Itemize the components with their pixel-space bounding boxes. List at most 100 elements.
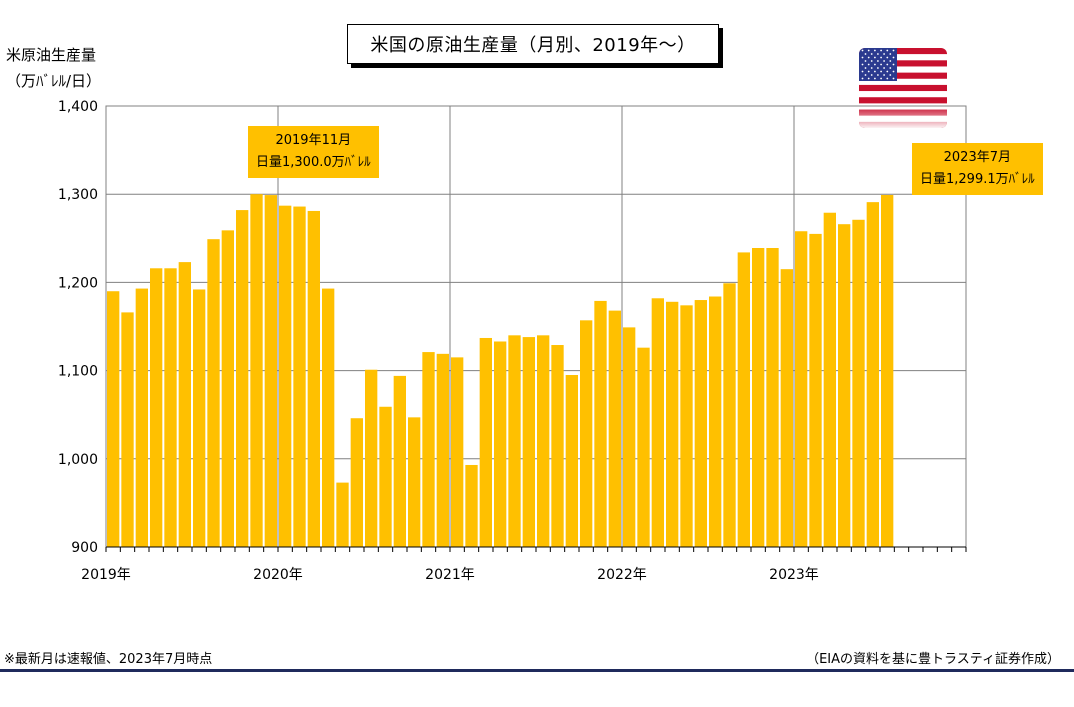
bar xyxy=(365,369,378,547)
bar xyxy=(135,288,148,547)
y-tick-label: 1,000 xyxy=(58,452,98,468)
flag-star xyxy=(874,49,876,52)
bar xyxy=(193,289,206,547)
x-tick-label: 2021年 xyxy=(425,567,475,583)
annotation-latest-2023-line1: 2023年7月 xyxy=(943,150,1011,165)
flag-star xyxy=(861,63,864,66)
flag-star xyxy=(883,67,885,69)
flag-star xyxy=(864,60,867,62)
flag-star xyxy=(880,63,882,66)
bar xyxy=(565,375,578,547)
flag-star xyxy=(889,60,892,62)
bar xyxy=(795,231,808,548)
bar xyxy=(694,300,707,547)
x-tick-label: 2020年 xyxy=(253,567,303,583)
flag-star xyxy=(874,77,876,80)
bar xyxy=(737,252,750,547)
flag-star xyxy=(874,56,876,59)
bar xyxy=(608,310,621,547)
flag-star xyxy=(892,56,895,59)
x-tick-label: 2019年 xyxy=(81,567,131,583)
x-tick-label: 2023年 xyxy=(769,567,819,583)
flag-star xyxy=(867,56,870,59)
bar xyxy=(393,375,406,547)
plot-area xyxy=(105,105,967,548)
flag-star xyxy=(867,77,870,80)
bar xyxy=(221,230,234,548)
annotation-peak-2019: 2019年11月 日量1,300.0万ﾊﾞﾚﾙ xyxy=(248,126,379,178)
bar xyxy=(293,206,306,548)
bar xyxy=(508,335,521,547)
bar xyxy=(866,202,879,547)
bar xyxy=(838,224,851,547)
flag-star xyxy=(864,74,867,76)
flag-star xyxy=(877,60,879,62)
flag-star xyxy=(870,74,873,76)
flag-star xyxy=(880,77,882,80)
bar xyxy=(709,296,722,547)
flag-star xyxy=(874,70,876,73)
us-flag-graphic xyxy=(859,48,947,128)
bar xyxy=(121,312,134,547)
flag-star xyxy=(880,56,882,59)
bar xyxy=(623,327,636,547)
flag-star xyxy=(883,74,885,76)
bar xyxy=(350,418,363,547)
us-flag-icon xyxy=(859,48,947,128)
bar xyxy=(479,337,492,547)
bar xyxy=(494,341,507,547)
bar xyxy=(436,353,449,547)
bar xyxy=(780,269,793,547)
bar xyxy=(852,219,865,547)
chart-title-text: 米国の原油生産量（月別、2019年～） xyxy=(370,35,696,56)
bar xyxy=(107,291,120,547)
flag-star xyxy=(861,49,864,52)
bar xyxy=(522,337,535,547)
bar xyxy=(637,347,650,547)
flag-star xyxy=(886,63,889,66)
flag-star xyxy=(867,49,870,52)
bar xyxy=(207,239,220,547)
bar xyxy=(723,283,736,547)
flag-star xyxy=(883,53,885,55)
y-tick-label: 1,100 xyxy=(58,364,98,380)
flag-star xyxy=(886,49,889,52)
flag-star xyxy=(877,74,879,76)
bar xyxy=(465,464,478,547)
bar xyxy=(322,288,335,547)
flag-star xyxy=(880,70,882,73)
bar xyxy=(752,248,765,547)
flag-star xyxy=(870,60,873,62)
y-axis-label-line2: （万ﾊﾞﾚﾙ/日） xyxy=(6,72,102,90)
flag-star xyxy=(870,53,873,55)
y-tick-label: 900 xyxy=(71,540,98,556)
flag-star xyxy=(867,63,870,66)
flag-star xyxy=(886,70,889,73)
bar xyxy=(164,268,177,547)
flag-star xyxy=(886,56,889,59)
annotation-latest-2023-line2: 日量1,299.1万ﾊﾞﾚﾙ xyxy=(920,172,1035,187)
bar xyxy=(250,194,263,547)
flag-star xyxy=(864,67,867,69)
annotation-peak-2019-line2: 日量1,300.0万ﾊﾞﾚﾙ xyxy=(256,155,371,170)
bar xyxy=(379,406,392,547)
flag-star xyxy=(864,53,867,55)
flag-star xyxy=(870,67,873,69)
flag-star xyxy=(867,70,870,73)
bar xyxy=(264,195,277,547)
annotation-latest-2023: 2023年7月 日量1,299.1万ﾊﾞﾚﾙ xyxy=(912,143,1043,195)
bar-chart: 900 1,000 1,100 1,200 1,300 1,400 2019年 2020年 20… xyxy=(58,99,967,583)
flag-star xyxy=(877,67,879,69)
annotation-peak-2019-line1: 2019年11月 xyxy=(275,133,352,148)
bar xyxy=(551,345,564,547)
footer-source: （EIAの資料を基に豊トラスティ証券作成） xyxy=(806,652,1060,667)
y-tick-label: 1,200 xyxy=(58,275,98,291)
bar xyxy=(408,417,421,547)
bar xyxy=(336,482,349,547)
flag-star xyxy=(892,77,895,80)
bar xyxy=(236,210,249,547)
bar xyxy=(666,301,679,547)
flag-star xyxy=(889,53,892,55)
flag-star xyxy=(892,63,895,66)
bar xyxy=(881,194,894,548)
